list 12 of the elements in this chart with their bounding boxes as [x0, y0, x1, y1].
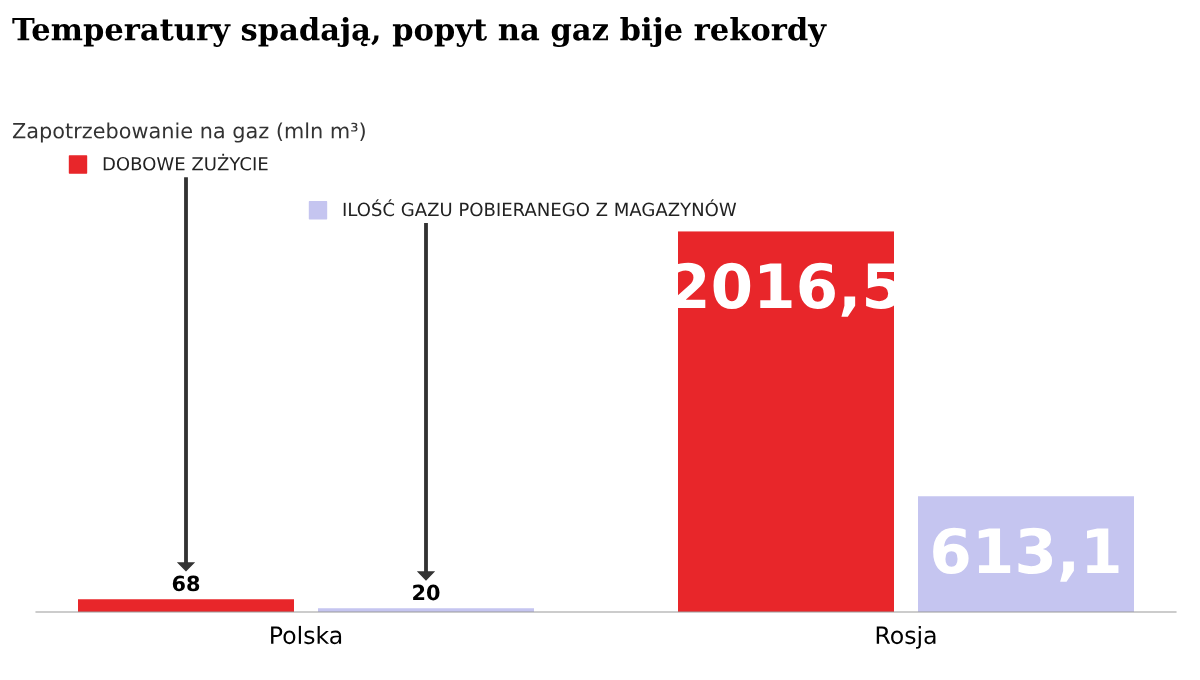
data-label: 20 — [413, 584, 440, 601]
x-tick-label: Polska — [271, 625, 342, 645]
legend-label: DOBOWE ZUŻYCIE — [103, 153, 268, 171]
x-tick-label: Rosja — [876, 625, 936, 649]
chart-subtitle: Zapotrzebowanie na gaz (mln m³) — [12, 122, 365, 143]
legend-label: ILOŚĆ GAZU POBIERANEGO Z MAGAZYNÓW — [343, 199, 737, 217]
data-label: 2016,5 — [672, 262, 900, 317]
bar — [78, 599, 294, 612]
bar — [678, 231, 894, 612]
data-label: 613,1 — [933, 527, 1119, 582]
data-label: 68 — [172, 575, 200, 592]
chart-title: Temperatury spadają, popyt na gaz bije rekordy — [12, 17, 827, 48]
